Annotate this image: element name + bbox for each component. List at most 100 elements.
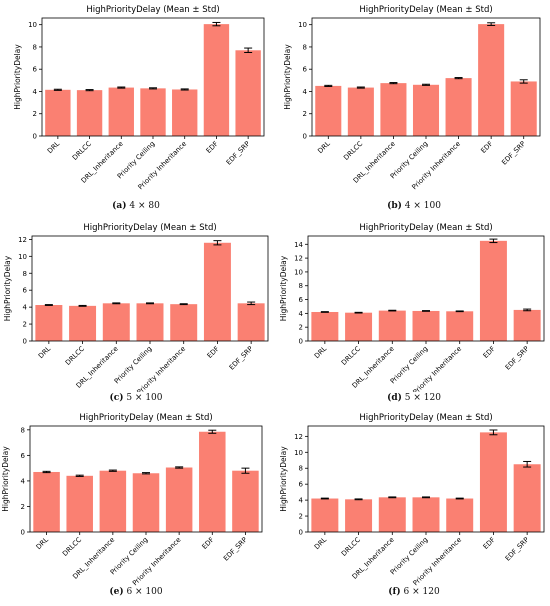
x-tick-label-1: DRL [35, 536, 51, 552]
caption-c: (c) 5 × 100 [0, 393, 272, 403]
bar-5 [170, 304, 198, 341]
y-axis-label: HighPriorityDelay [1, 446, 10, 512]
bar-5 [446, 311, 474, 341]
caption-tag-a: (a) [112, 201, 127, 211]
bar-7 [513, 309, 541, 341]
x-tick-label-6: EDF [206, 345, 221, 360]
y-tick-label-2: 2 [299, 324, 303, 332]
x-tick-label-6: EDF [479, 140, 494, 155]
y-tick-label-6: 10 [298, 21, 307, 29]
bar-7 [510, 81, 537, 136]
y-tick-label-1: 0 [303, 133, 307, 141]
chart-panel-a: HighPriorityDelay (Mean ± Std) DRL DRLCC DR… [0, 0, 272, 200]
plot-frame [31, 235, 269, 342]
x-tick-label-1: DRL [37, 345, 53, 361]
x-tick-label-2: DRLCC [342, 140, 364, 162]
bar-chart-e: HighPriorityDelay (Mean ± Std)DRL DRLCCDR… [1, 413, 263, 586]
bar-4 [412, 84, 440, 136]
caption-tag-b: (b) [387, 201, 402, 211]
bar-6 [199, 431, 226, 532]
bar-5 [445, 78, 472, 136]
chart-panel-b: HighPriorityDelay (Mean ± Std) DRL DRLCC DR… [278, 0, 550, 200]
chart-title: HighPriorityDelay (Mean ± Std) [359, 5, 492, 15]
y-tick-label-5: 8 [23, 270, 27, 278]
x-tick-label-2: DRLCC [340, 345, 362, 367]
bar-5 [165, 467, 193, 532]
caption-text-d: 5 × 120 [404, 393, 441, 403]
y-tick-label-8: 14 [294, 241, 303, 249]
bar-3 [108, 87, 134, 136]
bar-1 [45, 89, 71, 136]
bar-7 [232, 470, 259, 532]
y-tick-label-5: 8 [299, 282, 303, 290]
plot-frame [311, 17, 541, 137]
bar-7 [237, 303, 265, 341]
bar-chart-f: HighPriorityDelay (Mean ± Std)DRL DRLCCDR… [279, 413, 545, 586]
bar-1 [35, 305, 63, 341]
y-tick-label-6: 10 [28, 21, 37, 29]
y-tick-label-4: 6 [23, 287, 28, 295]
x-tick-label-7: EDF_SRP [504, 536, 531, 563]
bar-3 [102, 303, 130, 341]
bar-7 [513, 464, 541, 532]
y-tick-label-2: 2 [303, 110, 307, 118]
bar-3 [380, 83, 407, 136]
y-tick-label-7: 12 [18, 236, 27, 244]
y-tick-label-1: 0 [299, 338, 303, 346]
x-tick-label-2: DRLCC [61, 536, 83, 558]
bar-5 [446, 498, 474, 532]
bar-2 [347, 87, 374, 136]
bar-chart-d: HighPriorityDelay (Mean ± Std)DRL DRLCCDR… [279, 223, 545, 392]
y-tick-label-7: 12 [294, 433, 303, 441]
bar-3 [99, 470, 127, 532]
y-tick-label-5: 8 [33, 43, 37, 51]
y-tick-label-4: 6 [303, 66, 308, 74]
caption-e: (e) 6 × 100 [0, 587, 272, 597]
y-tick-label-1: 0 [299, 529, 303, 537]
y-tick-label-5: 8 [299, 465, 303, 473]
bar-4 [140, 88, 166, 136]
x-tick-label-7: EDF_SRP [228, 345, 255, 372]
y-tick-label-1: 0 [21, 529, 25, 537]
x-tick-label-1: DRL [316, 140, 332, 156]
caption-text-b: 4 × 100 [404, 201, 441, 211]
y-tick-label-3: 4 [303, 88, 308, 96]
x-tick-label-6: EDF [205, 140, 220, 155]
y-tick-label-6: 10 [294, 449, 303, 457]
bar-7 [235, 50, 261, 136]
plot-frame [29, 425, 263, 533]
x-tick-label-2: DRLCC [340, 536, 362, 558]
bar-1 [33, 471, 60, 532]
caption-text-c: 5 × 100 [126, 393, 163, 403]
chart-title: HighPriorityDelay (Mean ± Std) [83, 223, 216, 233]
y-tick-label-2: 2 [23, 321, 27, 329]
y-axis-label: HighPriorityDelay [3, 255, 12, 321]
y-tick-label-6: 10 [294, 268, 303, 276]
y-tick-label-4: 6 [21, 452, 26, 460]
caption-tag-e: (e) [109, 587, 124, 597]
x-tick-label-6: EDF [482, 345, 497, 360]
chart-title: HighPriorityDelay (Mean ± Std) [79, 413, 212, 423]
bar-1 [311, 311, 339, 341]
chart-panel-c: HighPriorityDelay (Mean ± Std) DRL DRLCC DR… [0, 212, 272, 412]
bar-4 [412, 497, 440, 532]
chart-title: HighPriorityDelay (Mean ± Std) [359, 413, 492, 423]
x-tick-label-1: DRL [46, 140, 62, 156]
plot-frame [307, 425, 545, 533]
bar-1 [315, 85, 342, 136]
y-tick-label-3: 4 [299, 497, 304, 505]
bar-chart-a: HighPriorityDelay (Mean ± Std)DRL DRLCCDR… [13, 5, 265, 191]
bar-5 [172, 89, 198, 136]
y-tick-label-3: 4 [23, 304, 28, 312]
bar-2 [69, 305, 97, 341]
bar-6 [203, 242, 231, 341]
y-tick-label-4: 6 [33, 66, 38, 74]
y-tick-label-7: 12 [294, 255, 303, 263]
caption-d: (d) 5 × 120 [278, 393, 550, 403]
y-tick-label-6: 10 [18, 253, 27, 261]
chart-panel-f: HighPriorityDelay (Mean ± Std) DRL DRLCC DR… [278, 406, 550, 606]
bar-4 [132, 473, 160, 532]
y-axis-label: HighPriorityDelay [279, 255, 288, 321]
y-axis-label: HighPriorityDelay [283, 44, 292, 110]
bar-4 [412, 310, 440, 341]
